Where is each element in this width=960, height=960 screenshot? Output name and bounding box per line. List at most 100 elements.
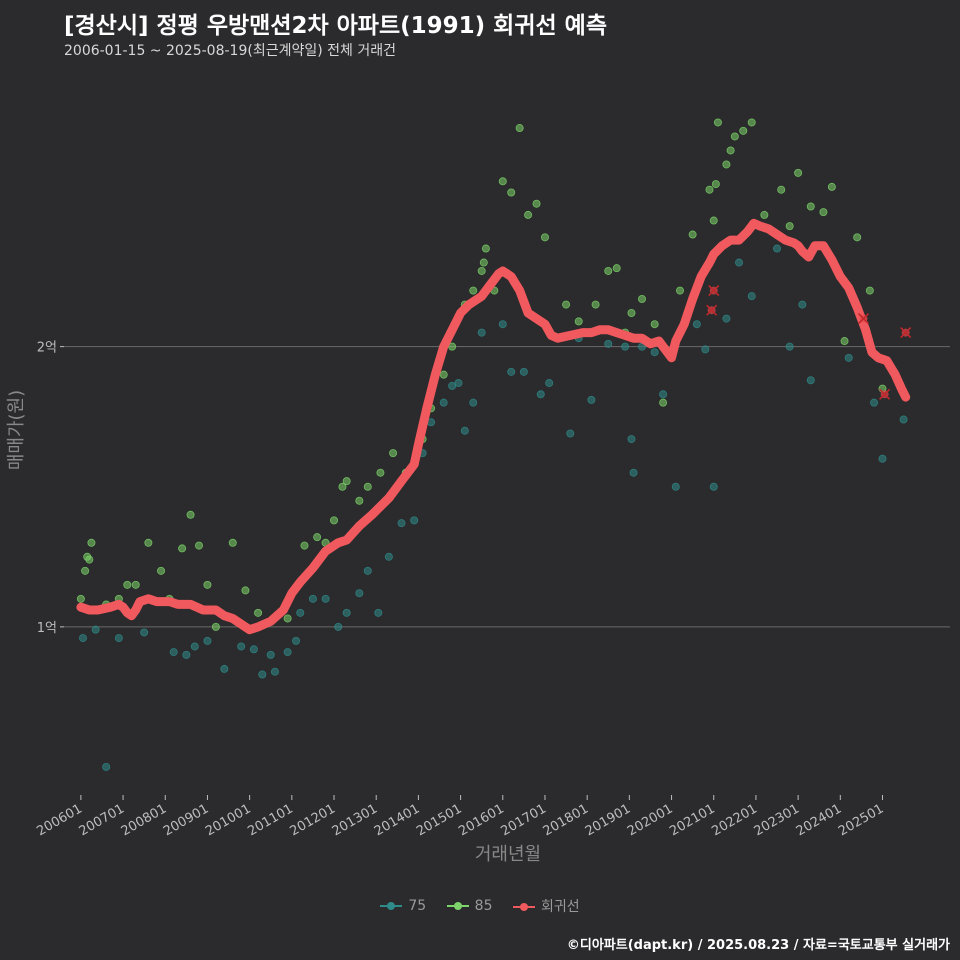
highlight-cross [900,327,912,339]
data-point-85 [338,482,347,491]
data-point-75 [78,634,87,643]
data-point-85 [178,544,187,553]
data-point-75 [258,670,267,679]
data-point-75 [237,642,246,651]
data-point-75 [460,426,469,435]
data-point-85 [562,300,571,309]
data-point-75 [321,594,330,603]
data-point-85 [638,294,647,303]
data-point-85 [477,266,486,275]
x-tick-label: 201701 [498,801,548,839]
data-point-85 [574,317,583,326]
data-point-75 [308,594,317,603]
footer-credit: ©디아파트(dapt.kr) / 2025.08.23 / 자료=국토교통부 실… [566,938,950,953]
gridlines [64,346,950,628]
data-point-85 [705,185,714,194]
data-point-75 [899,415,908,424]
x-tick-label: 202401 [794,801,844,839]
data-point-85 [627,308,636,317]
data-point-85 [144,538,153,547]
data-point-75 [410,516,419,525]
x-tick-label: 202101 [667,801,717,839]
data-point-75 [454,379,463,388]
highlight-cross [857,313,870,325]
legend-label-regression: 회귀선 [540,899,580,915]
x-tick-label: 202201 [709,801,759,839]
x-tick-label: 200901 [161,801,211,839]
data-point-75 [587,395,596,404]
data-point-85 [675,286,684,295]
data-point-85 [376,468,385,477]
x-tick-label: 202501 [836,801,886,839]
data-point-85 [515,124,524,133]
legend-item-regression: 회귀선 [512,896,580,916]
data-point-85 [794,168,803,177]
data-point-75 [182,650,191,659]
highlight-cross [708,285,720,297]
data-point-85 [228,538,237,547]
data-point-85 [330,516,339,525]
x-tick-label: 201201 [288,801,338,839]
data-point-85 [650,320,659,329]
data-point-85 [241,586,250,595]
data-point-85 [713,118,722,127]
data-point-75 [507,367,516,376]
data-point-85 [479,258,488,267]
x-tick-label: 201401 [372,801,422,839]
data-point-75 [114,634,123,643]
data-point-75 [692,320,701,329]
x-tick-label: 201501 [414,801,464,839]
highlight-point [857,313,870,325]
data-point-85 [524,210,533,219]
data-point-85 [730,132,739,141]
highlight-cross [879,388,891,400]
legend-item-85: 85 [446,898,493,914]
data-point-75 [545,379,554,388]
data-point-75 [220,664,229,673]
data-point-85 [195,541,204,550]
data-point-75 [342,608,351,617]
data-point-85 [342,477,351,486]
data-point-75 [604,339,613,348]
data-point-75 [334,622,343,631]
data-point-85 [827,182,836,191]
highlight-point [706,304,718,316]
x-axis-ticks: 2006012007012008012009012010012011012012… [34,795,886,839]
data-point-85 [211,622,220,631]
data-point-75 [621,342,630,351]
y-tick-label: 2억 [37,341,57,356]
data-point-75 [536,390,545,399]
data-point-75 [270,667,279,676]
x-axis-label: 거래년월 [475,844,541,865]
data-point-85 [76,594,85,603]
data-point-75 [870,398,879,407]
data-point-85 [726,146,735,155]
chart-subtitle: 2006-01-15 ~ 2025-08-19(최근계약일) 전체 거래건 [64,43,396,59]
data-point-75 [629,468,638,477]
data-point-85 [840,337,849,346]
data-point-75 [709,482,718,491]
data-point-85 [186,510,195,519]
data-point-85 [591,300,600,309]
data-point-75 [283,648,292,657]
legend-key-75 [380,902,403,910]
highlight-point [900,327,912,339]
data-point-75 [292,636,301,645]
y-axis-label: 매매가(원) [6,390,27,470]
data-point-75 [844,353,853,362]
data-point-75 [701,345,710,354]
data-point-75 [140,628,149,637]
scatter-points [76,118,908,771]
data-point-75 [519,367,528,376]
data-point-75 [266,650,275,659]
regression-line-layer [76,218,911,635]
x-tick-label: 201101 [245,801,295,839]
data-point-85 [747,118,756,127]
data-point-75 [650,348,659,357]
data-point-85 [507,188,516,197]
x-tick-label: 202001 [625,801,675,839]
data-point-85 [865,286,874,295]
data-point-75 [190,642,199,651]
x-tick-label: 201601 [456,801,506,839]
data-point-85 [300,541,309,550]
